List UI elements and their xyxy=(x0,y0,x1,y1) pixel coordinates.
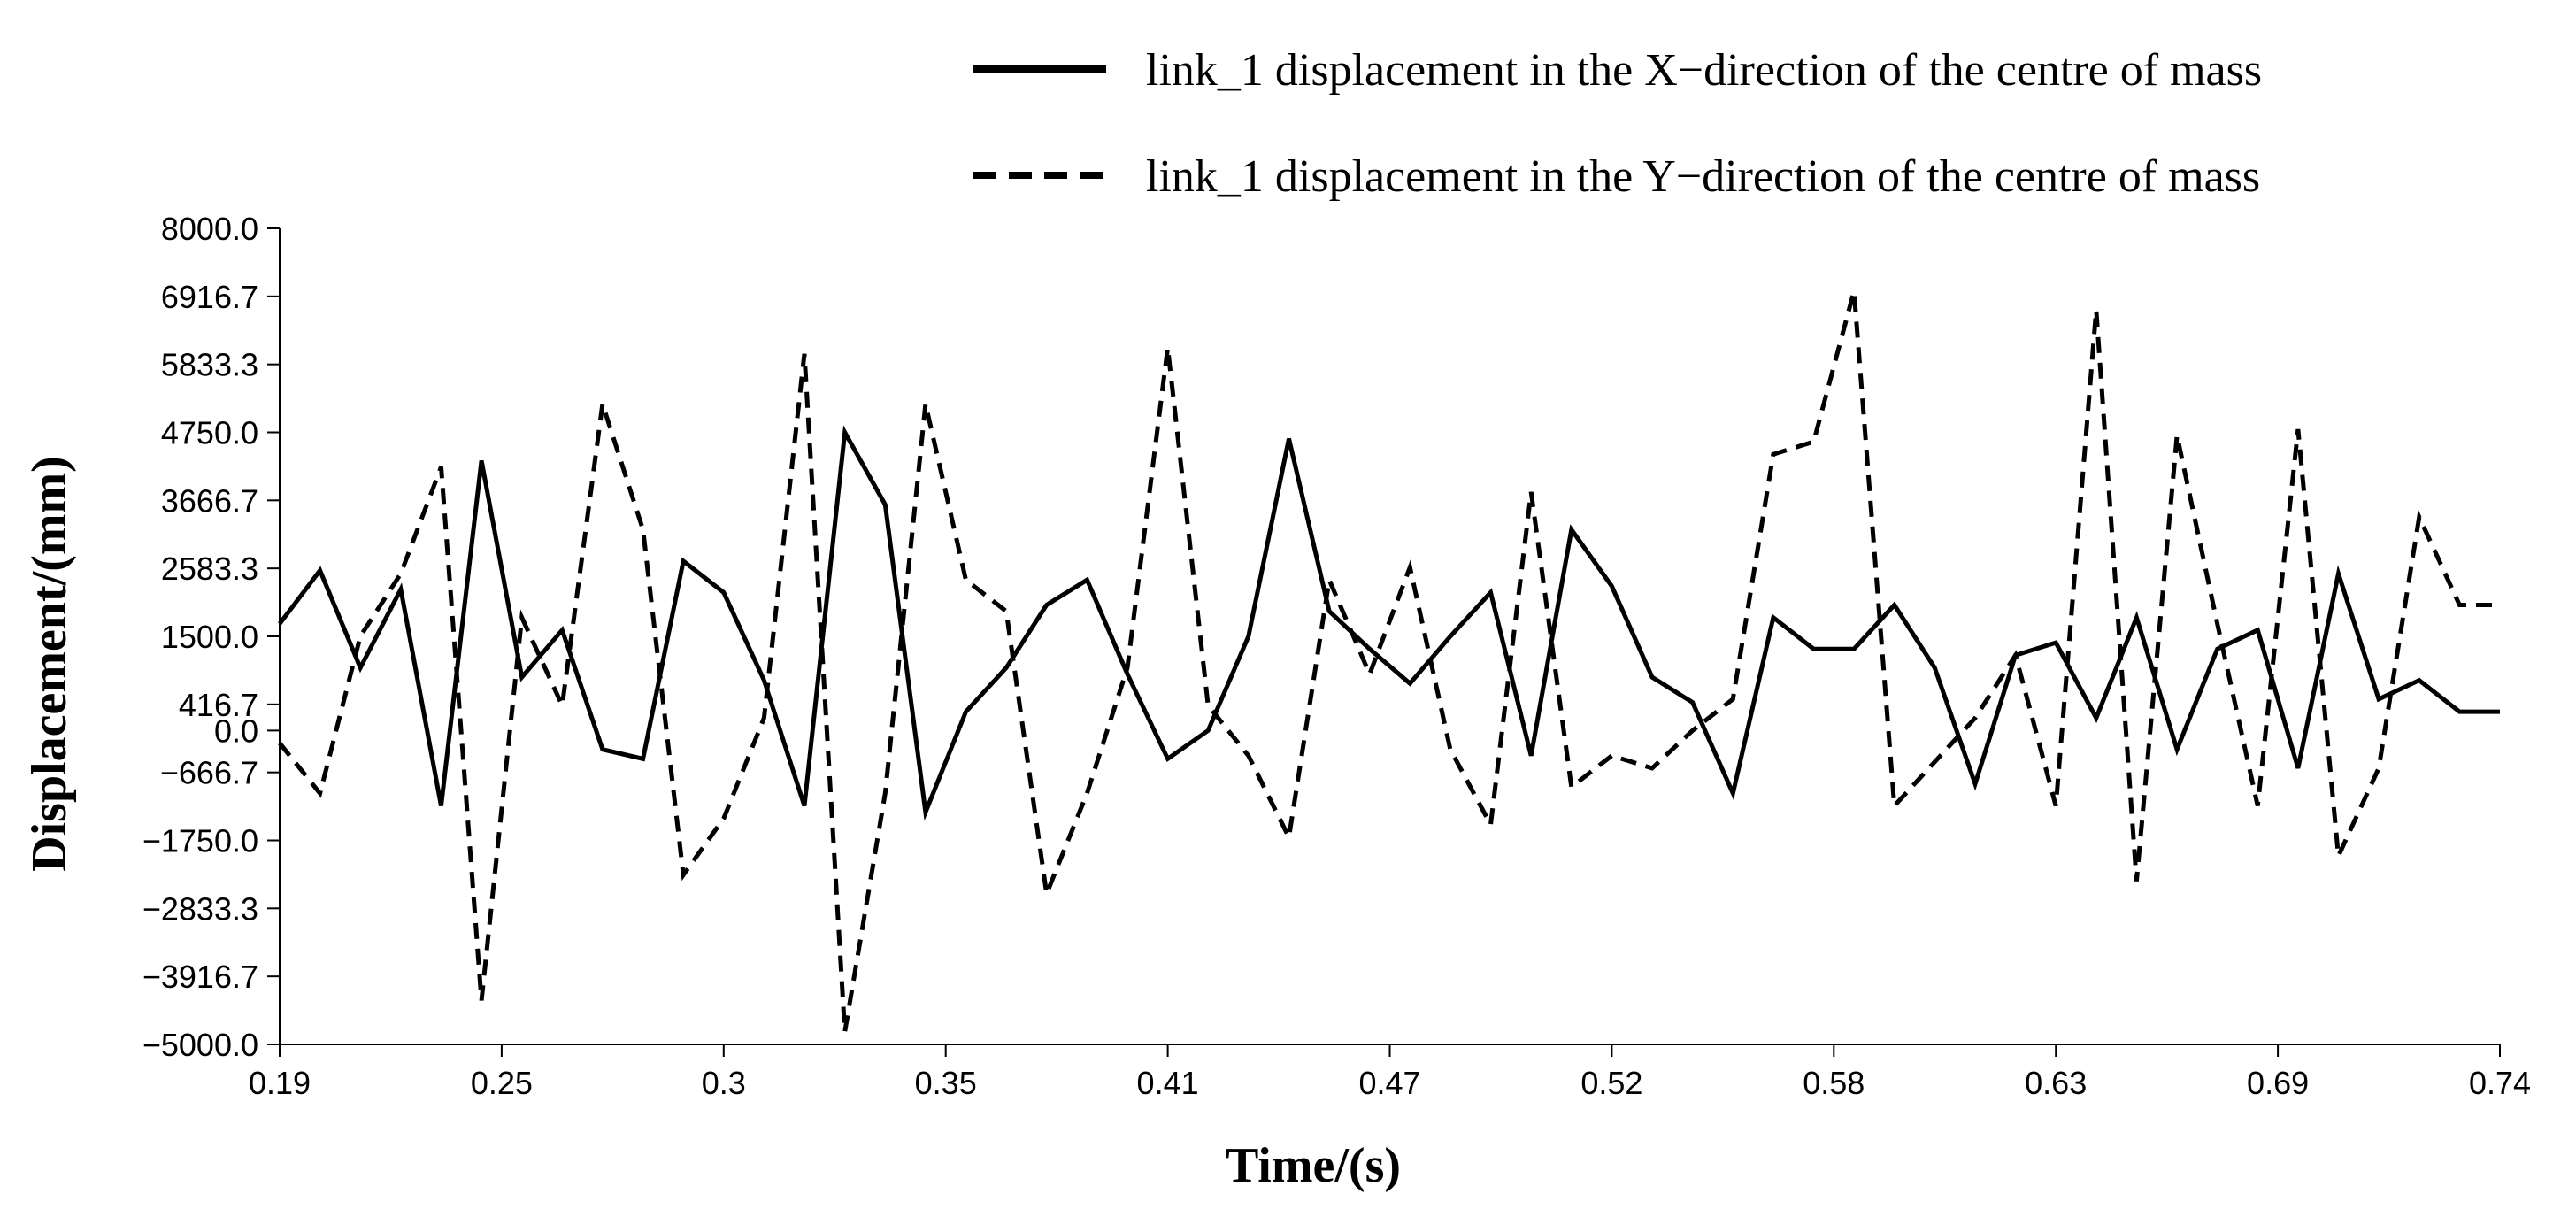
y-tick-label-12: −3916.7 xyxy=(142,959,258,995)
y-ticks: 8000.0 6916.7 5833.3 4750.0 3666.7 2583.3 1500… xyxy=(142,211,280,1063)
y-tick-label-10: −1750.0 xyxy=(142,823,258,859)
x-tick-label-2: 0.3 xyxy=(702,1065,746,1101)
y-tick-label-3: 4750.0 xyxy=(161,415,258,451)
y-tick-label-11: −2833.3 xyxy=(142,890,258,927)
y-tick-label-1: 6916.7 xyxy=(161,279,258,315)
series-group xyxy=(278,290,2500,1033)
x-tick-label-0: 0.19 xyxy=(249,1065,311,1101)
y-tick-label-4: 3666.7 xyxy=(161,482,258,519)
legend-label-y: link_1 displacement in the Y−direction o… xyxy=(1146,151,2260,202)
x-tick-label-6: 0.52 xyxy=(1580,1065,1642,1101)
x-tick-label-9: 0.69 xyxy=(2247,1065,2309,1101)
x-axis-title: Time/(s) xyxy=(1226,1138,1401,1193)
axes xyxy=(279,228,2500,1045)
x-tick-label-4: 0.41 xyxy=(1137,1065,1199,1101)
x-tick-label-5: 0.47 xyxy=(1358,1065,1420,1101)
y-tick-label-0: 8000.0 xyxy=(161,211,258,247)
y-tick-label-7: 416.7 xyxy=(179,687,258,723)
y-tick-label-9: −666.7 xyxy=(160,755,258,791)
legend-entry-x: link_1 displacement in the X−direction o… xyxy=(973,45,2262,96)
x-tick-label-3: 0.35 xyxy=(915,1065,977,1101)
y-tick-label-2: 5833.3 xyxy=(161,347,258,383)
y-tick-label-13: −5000.0 xyxy=(142,1027,258,1063)
x-tick-label-7: 0.58 xyxy=(1803,1065,1865,1101)
legend: link_1 displacement in the X−direction o… xyxy=(973,45,2262,202)
y-tick-label-5: 2583.3 xyxy=(161,551,258,587)
y-axis-title: Displacement/(mm) xyxy=(22,456,77,872)
x-tick-label-10: 0.74 xyxy=(2469,1065,2531,1101)
legend-label-x: link_1 displacement in the X−direction o… xyxy=(1146,45,2262,96)
series-y-displacement-line xyxy=(278,290,2500,1033)
x-ticks: 0.19 0.25 0.3 0.35 0.41 0.47 0.52 0.58 0.63 0.69 0… xyxy=(249,1044,2531,1101)
legend-entry-y: link_1 displacement in the Y−direction o… xyxy=(973,151,2260,202)
y-tick-label-8: 0.0 xyxy=(214,712,258,749)
y-tick-label-6: 1500.0 xyxy=(161,619,258,655)
x-tick-label-1: 0.25 xyxy=(471,1065,533,1101)
series-x-displacement-line xyxy=(278,425,2500,821)
x-tick-label-8: 0.63 xyxy=(2025,1065,2087,1101)
